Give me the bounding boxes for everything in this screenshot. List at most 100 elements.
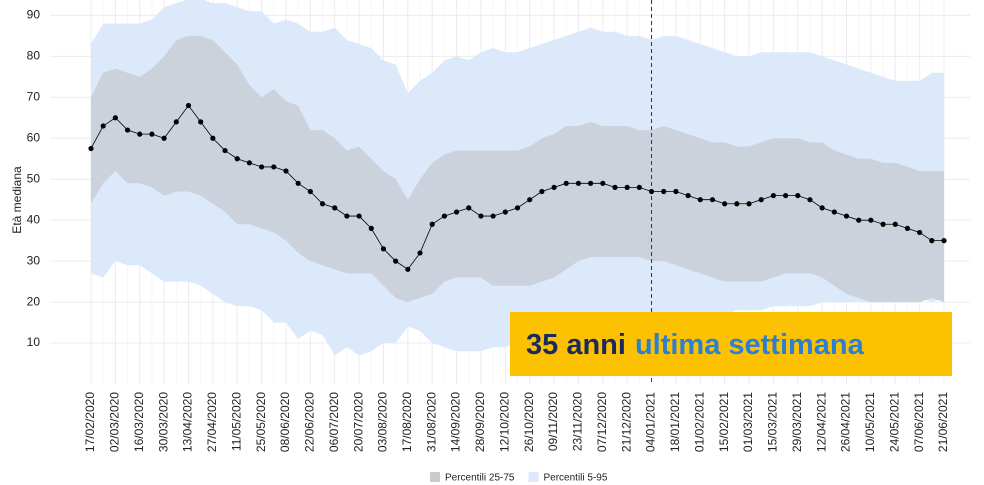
- median-point: [149, 131, 155, 137]
- median-point: [271, 164, 277, 170]
- median-point: [685, 192, 691, 199]
- median-point: [856, 217, 862, 223]
- median-point: [307, 188, 313, 195]
- median-point: [246, 160, 253, 166]
- y-tick-label: 10: [27, 335, 41, 349]
- plot-area: [50, 0, 970, 384]
- x-tick-label: 21/06/2021: [936, 392, 950, 452]
- x-tick-label: 21/12/2020: [619, 392, 633, 452]
- x-tick-label: 06/07/2020: [327, 392, 341, 452]
- median-point: [880, 221, 886, 227]
- legend-swatch: [430, 472, 440, 482]
- median-point: [831, 209, 837, 215]
- x-tick-label: 14/09/2020: [449, 392, 463, 452]
- median-point: [185, 102, 192, 109]
- x-tick-label: 09/11/2020: [546, 392, 560, 451]
- median-point: [917, 229, 923, 236]
- median-point: [514, 205, 521, 211]
- x-tick-label: 17/08/2020: [400, 392, 414, 452]
- median-point: [563, 180, 569, 186]
- y-tick-label: 30: [27, 253, 41, 267]
- median-point: [734, 201, 740, 207]
- median-point: [210, 135, 216, 141]
- y-tick-label: 60: [27, 130, 41, 144]
- median-point: [929, 238, 935, 244]
- median-point: [843, 213, 850, 219]
- median-point: [466, 205, 472, 211]
- x-tick-label: 28/09/2020: [473, 392, 487, 452]
- legend-swatch: [528, 472, 539, 482]
- x-tick-label: 27/04/2020: [205, 392, 219, 452]
- median-point: [709, 197, 716, 203]
- x-tick-label: 07/06/2021: [912, 392, 926, 452]
- median-point: [441, 213, 447, 219]
- x-tick-label: 25/05/2020: [254, 392, 268, 452]
- median-point: [746, 201, 752, 207]
- median-point: [295, 180, 301, 186]
- median-point: [319, 201, 326, 207]
- x-tick-label: 26/04/2021: [839, 392, 853, 452]
- median-point: [380, 246, 387, 252]
- median-point: [795, 192, 801, 199]
- median-point: [575, 180, 582, 186]
- median-point: [648, 188, 655, 195]
- median-point: [612, 184, 618, 191]
- median-point: [782, 192, 789, 199]
- y-axis-label: Età mediana: [10, 166, 24, 234]
- median-point: [551, 184, 557, 191]
- median-point: [356, 213, 362, 219]
- annotation-box: [510, 312, 952, 376]
- median-point: [405, 266, 411, 272]
- x-tick-label: 16/03/2020: [132, 392, 146, 452]
- y-tick-label: 50: [27, 171, 41, 185]
- x-tick-label: 15/02/2021: [717, 392, 731, 452]
- x-tick-label: 11/05/2020: [229, 392, 243, 451]
- median-point: [868, 217, 874, 223]
- x-tick-label: 12/10/2020: [497, 392, 511, 452]
- x-tick-label: 30/03/2020: [156, 392, 170, 452]
- legend-label: Percentili 25-75: [445, 473, 515, 484]
- y-tick-label: 70: [27, 89, 41, 103]
- annotation-text: 35 anni ultima settimana: [526, 329, 865, 361]
- x-tick-label: 13/04/2020: [181, 392, 195, 452]
- median-point: [478, 213, 484, 219]
- median-point: [429, 221, 435, 227]
- median-point: [892, 221, 898, 227]
- median-point: [624, 184, 630, 191]
- median-point: [259, 164, 265, 170]
- x-tick-label: 23/11/2020: [571, 392, 585, 451]
- median-point: [417, 250, 423, 256]
- x-tick-label: 20/07/2020: [351, 392, 365, 452]
- median-point: [819, 205, 825, 211]
- legend-label: Percentili 5-95: [543, 473, 607, 484]
- median-point: [198, 119, 204, 125]
- y-tick-label: 40: [27, 212, 41, 226]
- x-tick-label: 15/03/2021: [766, 392, 780, 452]
- median-point: [807, 197, 813, 203]
- median-point: [100, 123, 106, 129]
- median-point: [770, 192, 777, 199]
- x-tick-label: 07/12/2020: [595, 392, 609, 452]
- percentile-band: [91, 35, 944, 303]
- median-point: [332, 205, 338, 211]
- y-tick-label: 90: [27, 8, 41, 22]
- x-tick-label: 04/01/2021: [644, 392, 658, 452]
- median-point: [88, 145, 94, 152]
- median-point: [600, 180, 606, 186]
- median-point: [527, 197, 533, 203]
- x-tick-label: 01/03/2021: [741, 392, 755, 452]
- median-point: [393, 258, 399, 264]
- x-tick-label: 26/10/2020: [522, 392, 536, 452]
- x-tick-label: 08/06/2020: [278, 392, 292, 452]
- x-tick-label: 01/02/2021: [692, 392, 706, 452]
- median-point: [222, 147, 228, 154]
- x-tick-label: 22/06/2020: [303, 392, 317, 452]
- x-tick-label: 10/05/2021: [863, 392, 877, 452]
- median-point: [539, 188, 545, 195]
- x-tick-label: 31/08/2020: [424, 392, 438, 452]
- x-tick-label: 12/04/2021: [814, 392, 828, 452]
- median-point: [368, 225, 374, 231]
- median-point: [588, 180, 594, 186]
- median-point: [722, 201, 728, 207]
